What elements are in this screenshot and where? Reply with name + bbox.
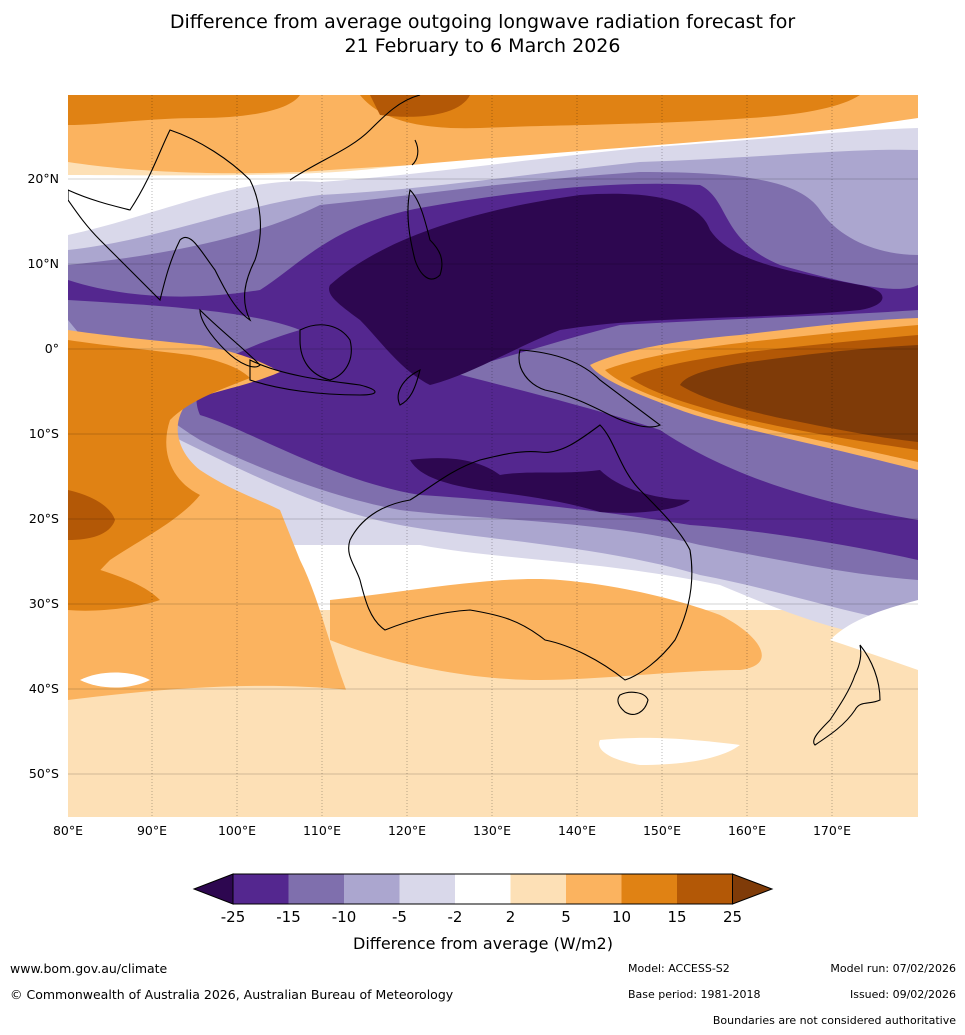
north-west-positive-patch — [68, 95, 300, 125]
cb-tick-label: -5 — [392, 908, 407, 926]
parallels — [68, 178, 918, 775]
colorbar-max-extension — [732, 873, 774, 905]
lon-label-150e: 150°E — [643, 823, 681, 838]
lat-label-30s: 30°S — [29, 596, 59, 611]
colorbar-label: Difference from average (W/m2) — [353, 934, 613, 953]
base-period: Base period: 1981-2018 — [628, 988, 761, 1001]
southeast-asia-coast — [68, 129, 261, 322]
title-line-2: 21 February to 6 March 2026 — [344, 35, 621, 57]
colorbar-segment — [233, 874, 289, 904]
colorbar-segment — [621, 874, 677, 904]
lat-label-10n: 10°N — [27, 256, 59, 271]
title-line-1: Difference from average outgoing longwav… — [169, 11, 796, 33]
indian-ocean-positive-middle — [68, 340, 250, 610]
cb-tick-label: 15 — [667, 908, 686, 926]
map-field — [68, 95, 918, 817]
lat-label-20s: 20°S — [29, 511, 59, 526]
south-indian-positive-patch — [68, 560, 160, 611]
colorbar-segment — [566, 874, 622, 904]
coastlines — [68, 95, 881, 746]
australia-negative-core — [410, 458, 690, 513]
latitude-labels: 20°N 10°N 0° 10°S 20°S 30°S 40°S 50°S — [27, 171, 59, 781]
cb-tick-label: -15 — [276, 908, 301, 926]
sumatra-coast — [199, 308, 261, 368]
issued-date: Issued: 09/02/2026 — [849, 988, 956, 1001]
colorbar: -25 -15 -10 -5 -2 2 5 10 15 25 Differenc… — [192, 873, 774, 953]
pacific-positive-core — [680, 345, 918, 442]
southern-neutral-patch-1 — [599, 737, 740, 765]
cb-tick-label: -10 — [332, 908, 357, 926]
lon-label-110e: 110°E — [303, 823, 341, 838]
taiwan-coast — [411, 139, 419, 166]
colorbar-outline — [232, 873, 733, 905]
lon-label-90e: 90°E — [137, 823, 167, 838]
lon-label-80e: 80°E — [53, 823, 83, 838]
cb-tick-label: 2 — [506, 908, 516, 926]
boundaries-disclaimer: Boundaries are not considered authoritat… — [712, 1014, 956, 1027]
colorbar-segment — [288, 874, 344, 904]
lon-label-130e: 130°E — [473, 823, 511, 838]
cb-tick-label: 5 — [561, 908, 571, 926]
lat-label-0: 0° — [45, 341, 59, 356]
model-run-date: Model run: 07/02/2026 — [830, 962, 956, 975]
extreme-negative-core — [329, 193, 883, 385]
lat-label-20n: 20°N — [27, 171, 59, 186]
indian-ocean-positive-inner — [68, 490, 115, 540]
new-guinea-coast — [518, 349, 662, 428]
model-name: Model: ACCESS-S2 — [628, 962, 730, 975]
philippines-coast — [407, 188, 443, 280]
lat-label-40s: 40°S — [29, 681, 59, 696]
southern-neutral-patch-2 — [80, 672, 150, 688]
north-central-positive-patch — [360, 95, 860, 129]
lon-label-170e: 170°E — [813, 823, 851, 838]
sulawesi-coast — [397, 368, 421, 406]
gridlines — [151, 95, 833, 817]
colorbar-min-extension — [192, 873, 234, 905]
colorbar-segment — [510, 874, 566, 904]
tasman-neutral-patch — [830, 600, 918, 670]
lat-label-10s: 10°S — [29, 426, 59, 441]
colorbar-segment — [455, 874, 511, 904]
cb-tick-label: -2 — [448, 908, 463, 926]
copyright-notice: © Commonwealth of Australia 2026, Austra… — [10, 987, 454, 1002]
lon-label-160e: 160°E — [728, 823, 766, 838]
lon-label-100e: 100°E — [218, 823, 256, 838]
australia-coast — [348, 424, 693, 681]
java-coast — [249, 359, 376, 396]
website-link[interactable]: www.bom.gov.au/climate — [10, 961, 168, 976]
tasmania-coast — [617, 691, 649, 715]
lon-label-120e: 120°E — [388, 823, 426, 838]
borneo-coast — [299, 324, 352, 381]
south-australia-positive — [330, 579, 762, 680]
map-title: Difference from average outgoing longwav… — [0, 10, 965, 58]
new-zealand-coast — [813, 644, 881, 746]
lat-label-50s: 50°S — [29, 766, 59, 781]
cb-tick-label: -25 — [221, 908, 246, 926]
china-coast — [289, 95, 421, 181]
north-strong-positive-patch — [370, 95, 470, 117]
colorbar-segment — [677, 874, 733, 904]
colorbar-segment — [344, 874, 400, 904]
lon-label-140e: 140°E — [558, 823, 596, 838]
colorbar-tick-labels: -25 -15 -10 -5 -2 2 5 10 15 25 — [221, 908, 742, 926]
cb-tick-label: 25 — [723, 908, 742, 926]
southern-transition — [68, 675, 918, 752]
longitude-labels: 80°E 90°E 100°E 110°E 120°E 130°E 140°E … — [53, 823, 851, 838]
cb-tick-label: 10 — [612, 908, 631, 926]
colorbar-segment — [399, 874, 455, 904]
